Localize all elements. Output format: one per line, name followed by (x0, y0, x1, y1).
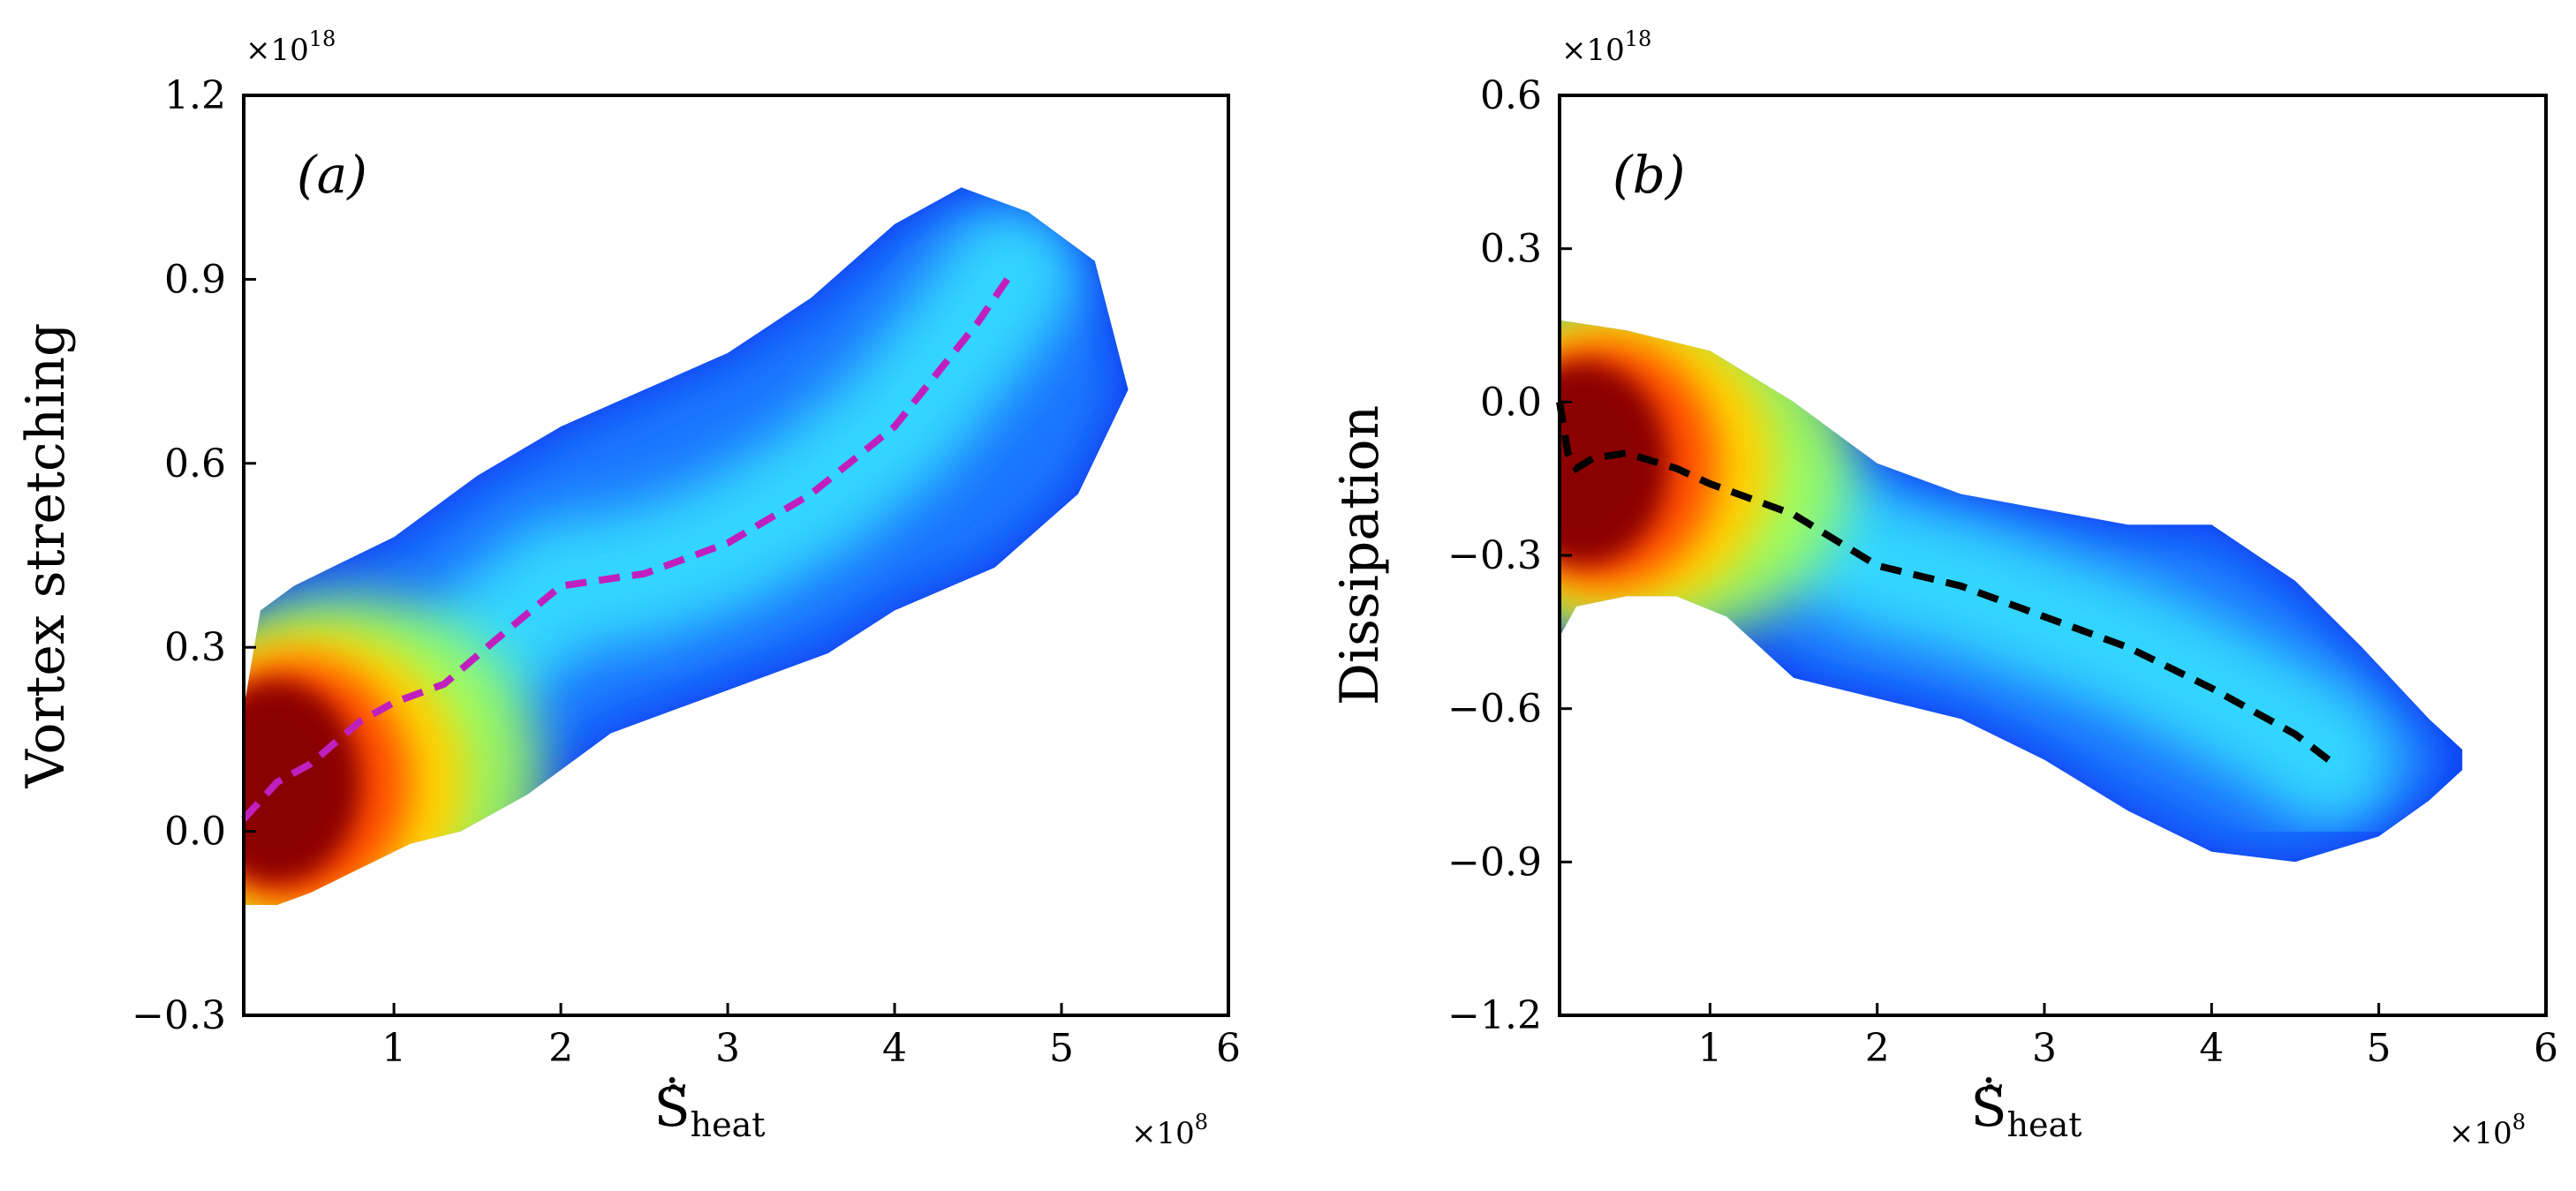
y-multiplier-exp-a: 18 (309, 26, 336, 51)
y-tick-label-a: 0.0 (164, 810, 226, 855)
x-multiplier-b: ×108 (2449, 1110, 2526, 1151)
x-multiplier-exp-a: 8 (1195, 1110, 1208, 1134)
y-multiplier-exp-b: 18 (1625, 26, 1652, 51)
y-tick-label-b: −0.6 (1447, 687, 1542, 732)
y-tick-label-b: 0.6 (1480, 73, 1542, 118)
plot-frame-a (242, 94, 1230, 1017)
x-axis-subscript-a: heat (691, 1105, 766, 1144)
axis-ticks-a: 1 2 3 4 5 6 −0.3 0.0 0.3 0.6 0.9 1.2 (132, 73, 1241, 1071)
x-axis-title-a: Ṡ̃heat (654, 1076, 766, 1144)
x-tick-label-b: 6 (2534, 1026, 2558, 1071)
y-tick-label-a: 1.2 (164, 73, 226, 118)
x-multiplier-a: ×108 (1131, 1110, 1208, 1151)
x-axis-title-b: Ṡ̃heat (1971, 1076, 2082, 1144)
chart-panel-b: 1 2 3 4 5 6 −1.2 −0.9 −0.6 −0.3 0.0 0.3 0.6 (b) Diss… (1329, 26, 2558, 1151)
y-tick-label-b: −1.2 (1447, 993, 1542, 1038)
x-tick-label-b: 5 (2367, 1026, 2391, 1071)
y-tick-label-b: −0.3 (1447, 533, 1542, 578)
x-axis-subscript-b: heat (2007, 1105, 2082, 1144)
x-tick-label-b: 4 (2199, 1026, 2224, 1071)
y-multiplier-b: ×1018 (1561, 26, 1651, 68)
x-tick-label-b: 3 (2032, 1026, 2057, 1071)
y-multiplier-base-b: ×10 (1561, 33, 1625, 68)
x-multiplier-base-a: ×10 (1131, 1116, 1195, 1151)
y-axis-title-b: Dissipation (1329, 405, 1391, 705)
mean-line-b (1556, 401, 2331, 763)
x-tick-label-b: 1 (1697, 1026, 1722, 1071)
x-tick-label-a: 6 (1216, 1026, 1241, 1071)
axis-ticks-b: 1 2 3 4 5 6 −1.2 −0.9 −0.6 −0.3 0.0 0.3 0.6 (1447, 73, 2558, 1071)
x-tick-label-a: 2 (548, 1026, 573, 1071)
mean-line-a (241, 271, 1015, 822)
panel-label-b: (b) (1613, 145, 1685, 205)
y-axis-title-a: Vortex stretching (15, 323, 77, 789)
y-tick-label-a: −0.3 (132, 993, 226, 1038)
y-tick-label-b: 0.3 (1480, 227, 1542, 272)
density-field-a (244, 187, 1129, 905)
x-multiplier-base-b: ×10 (2449, 1116, 2512, 1151)
x-axis-symbol-b: Ṡ̃ (1971, 1076, 2007, 1139)
x-tick-label-a: 1 (381, 1026, 406, 1071)
x-tick-label-a: 4 (882, 1026, 907, 1071)
chart-panel-a: 1 2 3 4 5 6 −0.3 0.0 0.3 0.6 0.9 1.2 (a) Vortex str… (15, 26, 1241, 1151)
y-tick-label-b: 0.0 (1480, 380, 1542, 425)
x-axis-symbol-a: Ṡ̃ (654, 1076, 691, 1139)
y-multiplier-base-a: ×10 (246, 33, 309, 68)
y-tick-label-a: 0.9 (164, 257, 226, 302)
y-multiplier-a: ×1018 (246, 26, 336, 68)
panel-label-a: (a) (297, 145, 367, 205)
y-tick-label-b: −0.9 (1447, 840, 1542, 885)
y-tick-label-a: 0.6 (164, 441, 226, 486)
x-tick-label-a: 5 (1049, 1026, 1074, 1071)
y-tick-label-a: 0.3 (164, 625, 226, 670)
x-tick-label-a: 3 (715, 1026, 740, 1071)
x-multiplier-exp-b: 8 (2512, 1110, 2526, 1134)
x-tick-label-b: 2 (1865, 1026, 1890, 1071)
density-field-b (1560, 320, 2463, 863)
